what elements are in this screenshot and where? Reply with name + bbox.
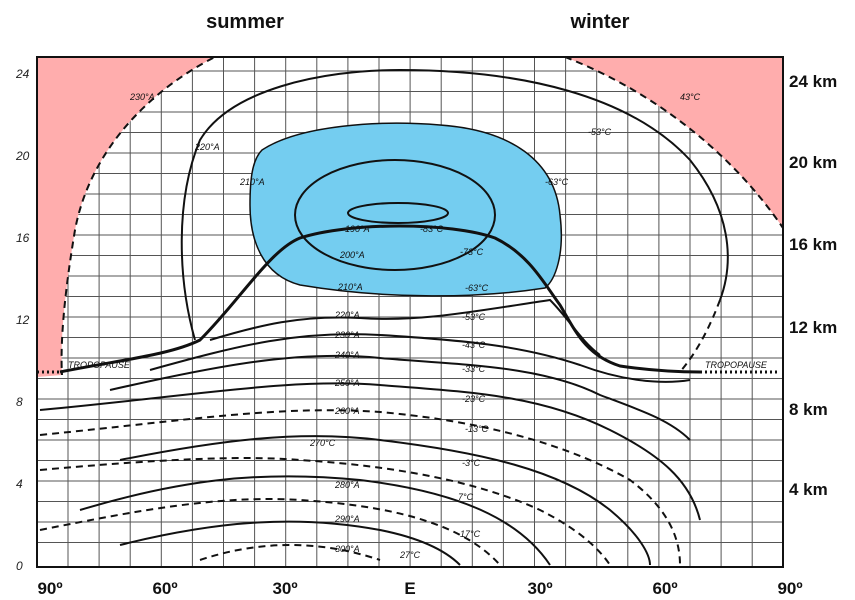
contour-label: -13°C [465,424,489,434]
contour-label: -43°C [462,340,486,350]
y-tick-label: 20 km [789,153,837,172]
contour-label: -53°C [462,312,486,322]
contour-label: -33°C [462,364,486,374]
contour-label: 190°A [345,224,370,234]
contour-label: 230°A [129,92,155,102]
contour [109,354,691,441]
y-tick-label: 16 [16,231,30,245]
contour-label: 250°A [334,378,360,388]
contour-label: 43°C [680,92,701,102]
y-tick-label: 4 [16,477,23,491]
contour-label: 210°A [337,282,363,292]
contour [39,409,681,566]
contour-label: 290°A [334,514,360,524]
contour [37,56,216,376]
y-tick-label: 16 km [789,235,837,254]
contour [347,202,449,224]
y-tick-label: 12 [16,313,30,327]
warm-region-left [37,57,215,377]
contour [39,498,501,566]
warm-region-right [565,57,783,228]
annotation: TROPOPAUSE [705,360,768,370]
contour-label: 27°C [399,550,421,560]
x-tick-label: 90º [777,579,802,598]
contour-label: 260°A [334,406,360,416]
contour-label: 17°C [460,529,481,539]
contour [119,520,461,566]
y-tick-label: 20 [15,149,30,163]
contour [180,68,729,341]
contour-label: -53°C [588,127,612,137]
y-tick-label: 24 [15,67,30,81]
contour-label: 200°A [339,250,365,260]
x-tick-label: E [404,579,415,598]
contour-label: 210°A [239,177,265,187]
contour-label: -83°C [420,224,444,234]
annotation: TROPOPAUSE [68,360,131,370]
y-tick-label: 8 km [789,400,828,419]
y-tick-label: 8 [16,395,23,409]
contour-label: 220°A [334,310,360,320]
y-tick-label: 12 km [789,318,837,337]
x-tick-label: 30º [527,579,552,598]
header-label: winter [570,11,630,33]
y-tick-label: 0 [16,559,23,573]
contour-label: 240°A [334,350,360,360]
x-tick-label: 90º [37,579,62,598]
contour [79,475,551,566]
contour [39,382,701,521]
contour-label: -73°C [460,247,484,257]
contour [209,298,601,356]
contour-label: -63°C [465,283,489,293]
cold-region [249,122,563,297]
contour-label: -3°C [462,458,481,468]
x-tick-label: 60º [152,579,177,598]
contour [149,333,691,383]
contour-label: 220°A [194,142,220,152]
x-tick-label: 60º [652,579,677,598]
y-tick-label: 4 km [789,480,828,499]
contour-label: -23°C [462,394,486,404]
tropopause [59,224,701,374]
contour-label: 230°A [334,330,360,340]
contour [39,457,611,566]
header-label: summer [206,11,284,33]
contour-label: 7°C [458,492,474,502]
contour-label: 300°A [335,544,360,554]
contour-label: 270°C [309,438,336,448]
y-tick-label: 24 km [789,72,837,91]
contour [119,435,651,566]
contour [679,299,721,373]
plot-frame [36,56,784,568]
contour [564,56,784,229]
contour [199,544,381,561]
contour [294,159,496,271]
contour-label: -63°C [545,177,569,187]
contour-label: 280°A [334,480,360,490]
x-tick-label: 30º [272,579,297,598]
